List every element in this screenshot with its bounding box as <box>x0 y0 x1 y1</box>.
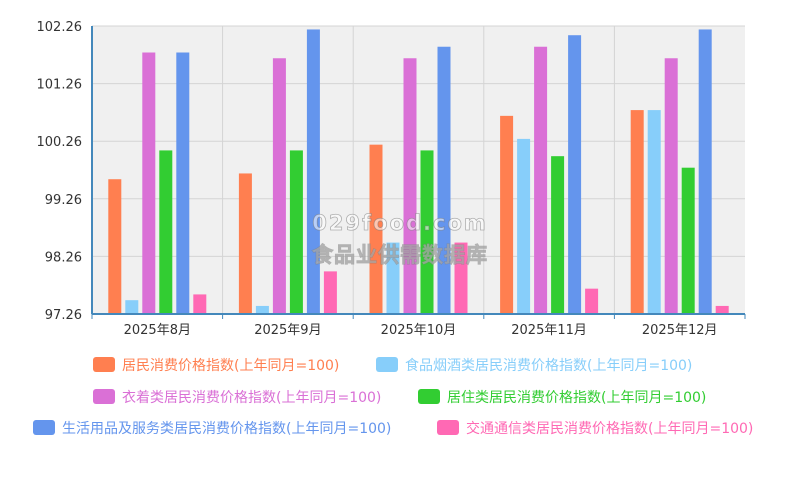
bar[interactable] <box>238 173 252 314</box>
plot-background <box>92 26 745 314</box>
x-tick-label: 2025年12月 <box>642 323 718 338</box>
legend-label: 交通通信类居民消费价格指数(上年同月=100) <box>466 420 753 437</box>
bar[interactable] <box>630 110 644 314</box>
x-tick-label: 2025年11月 <box>511 323 587 338</box>
bar[interactable] <box>142 52 156 314</box>
legend-swatch <box>376 357 398 372</box>
bar[interactable] <box>454 242 468 314</box>
axes <box>91 26 746 319</box>
legend-label: 居民消费价格指数(上年同月=100) <box>122 358 339 374</box>
legend-swatch <box>93 357 115 372</box>
bar[interactable] <box>568 35 582 314</box>
grid <box>92 25 745 315</box>
bar[interactable] <box>272 58 286 315</box>
x-tick-label: 2025年10月 <box>381 323 457 338</box>
bar[interactable] <box>585 288 599 314</box>
legend-item[interactable]: 居住类居民消费价格指数(上年同月=100) <box>418 389 706 406</box>
legend-item[interactable]: 交通通信类居民消费价格指数(上年同月=100) <box>437 420 753 437</box>
x-tick-label: 2025年8月 <box>124 323 191 338</box>
bar[interactable] <box>403 58 417 315</box>
y-tick-label: 99.26 <box>45 193 82 208</box>
legend-label: 生活用品及服务类居民消费价格指数(上年同月=100) <box>62 421 391 437</box>
y-tick-label: 101.26 <box>37 78 83 93</box>
bar[interactable] <box>108 179 122 314</box>
bar[interactable] <box>551 156 565 314</box>
legend: 居民消费价格指数(上年同月=100) 食品烟酒类居民消费价格指数(上年同月=100… <box>33 357 753 437</box>
watermark-line2: 食品业供需数据库 <box>312 243 488 267</box>
bar[interactable] <box>255 305 269 314</box>
bar[interactable] <box>193 294 207 314</box>
legend-item[interactable]: 衣着类居民消费价格指数(上年同月=100) <box>93 389 381 406</box>
legend-swatch <box>418 389 440 404</box>
bar[interactable] <box>420 150 434 314</box>
bars <box>108 29 729 315</box>
legend-item[interactable]: 居民消费价格指数(上年同月=100) <box>93 357 339 374</box>
bar[interactable] <box>715 305 729 314</box>
watermark: 029food.com 食品业供需数据库 <box>312 211 488 268</box>
bar[interactable] <box>534 46 548 315</box>
y-tick-label: 100.26 <box>37 135 83 150</box>
bar[interactable] <box>517 138 531 314</box>
bar[interactable] <box>664 58 678 315</box>
legend-label: 衣着类居民消费价格指数(上年同月=100) <box>122 390 381 406</box>
bar[interactable] <box>159 150 173 314</box>
legend-label: 食品烟酒类居民消费价格指数(上年同月=100) <box>405 357 692 374</box>
bar[interactable] <box>306 29 320 315</box>
legend-item[interactable]: 食品烟酒类居民消费价格指数(上年同月=100) <box>376 357 692 374</box>
bar[interactable] <box>176 52 190 314</box>
legend-label: 居住类居民消费价格指数(上年同月=100) <box>447 390 706 406</box>
bar[interactable] <box>647 110 661 314</box>
legend-swatch <box>93 389 115 404</box>
bar[interactable] <box>386 242 400 314</box>
y-tick-label: 98.26 <box>45 250 82 265</box>
x-tick-label: 2025年9月 <box>254 323 321 338</box>
y-tick-label: 102.26 <box>37 20 83 35</box>
watermark-line1: 029food.com <box>312 211 488 235</box>
bar[interactable] <box>369 144 383 314</box>
bar[interactable] <box>323 271 337 314</box>
bar[interactable] <box>125 300 139 314</box>
legend-item[interactable]: 生活用品及服务类居民消费价格指数(上年同月=100) <box>33 420 391 437</box>
legend-swatch <box>33 420 55 435</box>
bar[interactable] <box>289 150 303 314</box>
tick-labels: 97.26 98.26 99.26 100.26 101.26 102.26 2025年8月… <box>37 20 718 338</box>
bar[interactable] <box>698 29 712 315</box>
bar[interactable] <box>681 167 695 314</box>
bar[interactable] <box>500 115 514 314</box>
legend-swatch <box>437 420 459 435</box>
y-tick-label: 97.26 <box>45 308 82 323</box>
bar[interactable] <box>437 46 451 315</box>
